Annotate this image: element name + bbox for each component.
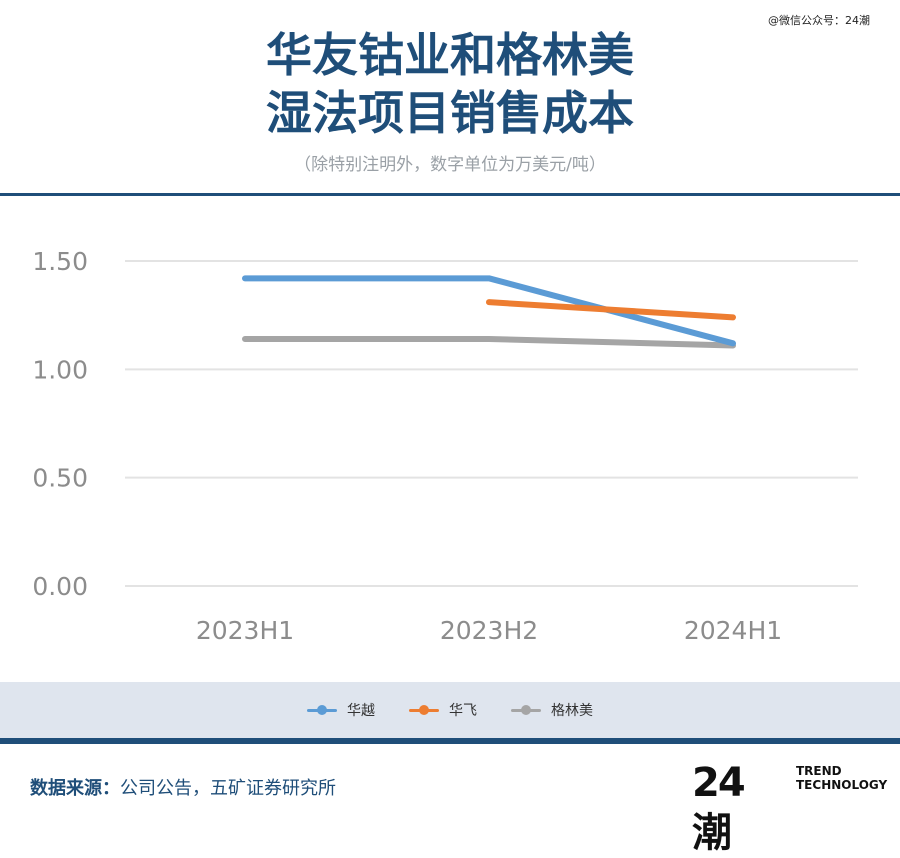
x-tick-label: 2024H1 bbox=[684, 616, 782, 645]
chart-subtitle: （除特别注明外，数字单位为万美元/吨） bbox=[294, 155, 606, 175]
legend-swatch bbox=[307, 704, 337, 715]
x-tick-label: 2023H2 bbox=[440, 616, 538, 645]
source-text: 公司公告，五矿证券研究所 bbox=[120, 778, 336, 799]
logo-mark: 24潮 bbox=[692, 760, 746, 856]
logo-tagline: TREND TECHNOLOGY bbox=[796, 764, 887, 792]
watermark: @微信公众号：24潮 bbox=[768, 14, 870, 27]
data-source: 数据来源：公司公告，五矿证券研究所 bbox=[30, 774, 336, 800]
gridlines bbox=[125, 260, 858, 587]
x-axis-ticks: 2023H1 2023H2 2024H1 bbox=[196, 616, 782, 645]
title-line-2: 湿法项目销售成本 bbox=[266, 86, 634, 140]
top-divider bbox=[0, 193, 900, 196]
logo-tagline-line-1: TREND bbox=[796, 764, 842, 778]
line-chart: 0.00 0.50 1.00 1.50 2023H1 2023H2 2024H1 bbox=[32, 247, 858, 645]
legend-swatch bbox=[409, 704, 439, 715]
legend-item-2: 格林美 bbox=[511, 700, 593, 720]
y-tick-label: 0.50 bbox=[32, 464, 88, 493]
x-tick-label: 2023H1 bbox=[196, 616, 294, 645]
series-line-1 bbox=[486, 299, 736, 321]
y-tick-label: 1.50 bbox=[32, 247, 88, 276]
legend: 华越 华飞 格林美 bbox=[0, 700, 900, 720]
legend-label: 格林美 bbox=[551, 703, 593, 719]
series-lines bbox=[242, 275, 736, 349]
series-line-0 bbox=[242, 275, 736, 347]
series-line-2 bbox=[242, 336, 736, 349]
legend-label: 华飞 bbox=[449, 703, 477, 719]
legend-item-1: 华飞 bbox=[409, 700, 477, 720]
legend-band bbox=[0, 682, 900, 738]
chart-title: 华友钴业和格林美 湿法项目销售成本 bbox=[0, 26, 900, 142]
legend-item-0: 华越 bbox=[307, 700, 375, 720]
bottom-divider bbox=[0, 738, 900, 744]
y-axis-ticks: 0.00 0.50 1.00 1.50 bbox=[32, 247, 88, 601]
legend-label: 华越 bbox=[347, 703, 375, 719]
y-tick-label: 1.00 bbox=[32, 355, 88, 384]
source-label: 数据来源： bbox=[30, 778, 120, 799]
y-tick-label: 0.00 bbox=[32, 572, 88, 601]
title-line-1: 华友钴业和格林美 bbox=[266, 28, 634, 82]
logo-tagline-line-2: TECHNOLOGY bbox=[796, 778, 888, 792]
legend-swatch bbox=[511, 704, 541, 715]
